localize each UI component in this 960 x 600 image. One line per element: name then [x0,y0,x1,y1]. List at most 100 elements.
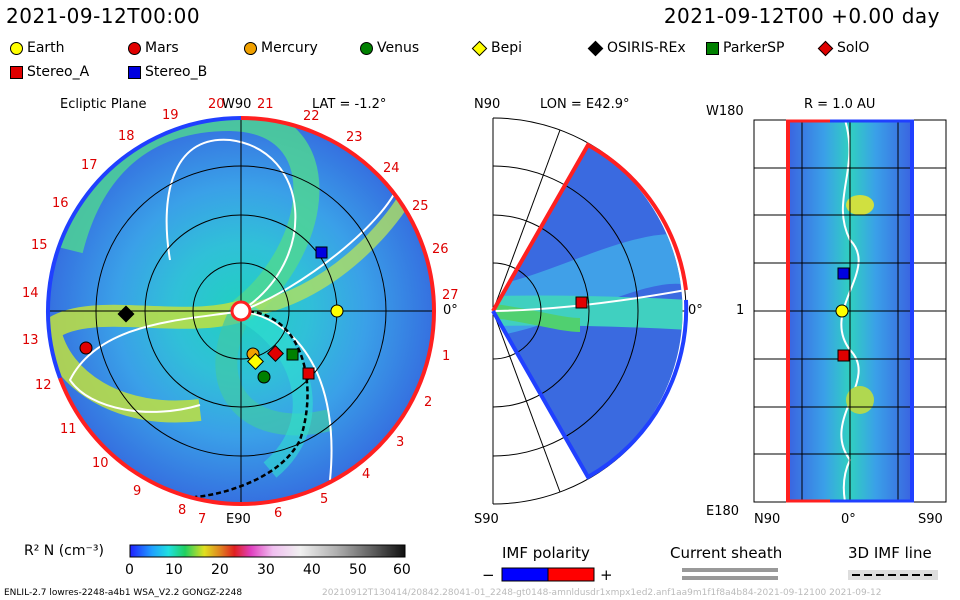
imf-negative-bar [501,567,549,582]
colorbar-tick: 60 [393,562,411,578]
legend-label: Mercury [261,40,318,56]
legend-label: OSIRIS-REx [607,40,686,56]
legend-stereo-b: Stereo_B [128,64,207,80]
venus-marker [257,370,271,384]
stereo-b-radial-marker [837,267,850,280]
colorbar-tick: 0 [125,562,134,578]
imf-3d-title: 3D IMF line [848,544,932,562]
carrington-label: 9 [133,484,142,499]
bepi-marker [247,353,264,370]
carrington-label: 24 [383,161,400,176]
carrington-label: 27 [442,288,459,303]
carrington-label: 2 [424,395,433,410]
carrington-label: 8 [178,503,187,518]
carrington-label: 26 [432,242,449,257]
carrington-label: 13 [22,333,39,348]
parker-marker [286,348,299,361]
colorbar-label: R² N (cm⁻³) [24,543,104,559]
carrington-label: 12 [35,378,52,393]
colorbar-tick: 50 [349,562,367,578]
current-sheath-title: Current sheath [670,544,783,562]
carrington-label: 20 [208,97,225,112]
carrington-label: 19 [162,108,179,123]
mercury-marker-icon [244,41,257,55]
meridional-panel [491,117,689,505]
imf-minus-label: − [482,566,495,584]
footer-model-info: ENLIL-2.7 lowres-2248-a4b1 WSA_V2.2 GONG… [4,588,243,598]
legend-osiris: OSIRIS-REx [587,40,686,56]
carrington-label: 25 [412,199,429,214]
stereo-a-marker [302,367,315,380]
stereo-a-radial-marker [837,349,850,362]
carrington-label: 16 [52,196,69,211]
mars-marker-icon [128,41,141,55]
current-sheath-line-1 [682,568,778,572]
radial-x-left: N90 [754,512,781,527]
legend-label: Stereo_A [27,64,90,80]
earth-marker [330,304,344,318]
radial-x-mid: 0° [841,512,856,527]
carrington-label: 5 [320,492,329,507]
colorbar-tick: 30 [257,562,275,578]
radial-panel [753,119,947,503]
colorbar-tick: 20 [211,562,229,578]
osiris-marker [117,305,135,323]
radial-bottom-label: E180 [706,504,740,519]
ecliptic-right-label: 0° [443,303,458,318]
radial-x-right: S90 [918,512,943,527]
parker-marker-icon [706,41,719,55]
legend-label: SolO [837,40,870,56]
current-sheath-line-2 [682,576,778,580]
carrington-label: 17 [81,158,98,173]
date-title-right: 2021-09-12T00 +0.00 day [663,4,940,28]
legend-mars: Mars [128,40,179,56]
stereo-b-marker [315,246,328,259]
mars-marker [79,341,93,355]
imf-positive-bar [547,567,595,582]
colorbar-tick: 40 [303,562,321,578]
radial-top-label: W180 [706,104,744,119]
legend-label: Bepi [491,40,522,56]
footer-run-id: 20210912T130414/20842.28041-01_2248-gt01… [322,588,882,598]
legend-label: ParkerSP [723,40,785,56]
imf-plus-label: + [600,566,613,584]
carrington-label: 4 [362,467,371,482]
carrington-label: 21 [257,97,274,112]
ecliptic-title: Ecliptic Plane [60,97,147,112]
ecliptic-top-label: W90 [222,97,252,112]
legend-stereo-a: Stereo_A [10,64,89,80]
venus-marker-icon [360,41,373,55]
stereo-a-marker-icon [10,65,23,79]
ecliptic-plane-panel [45,116,437,507]
density-colorbar [129,544,406,558]
legend-label: Venus [377,40,420,56]
earth-radial-marker [835,304,849,318]
meridional-top-label: N90 [474,97,501,112]
legend-label: Stereo_B [145,64,208,80]
earth-marker-icon [10,41,23,55]
imf-polarity-title: IMF polarity [502,544,590,562]
ecliptic-bottom-label: E90 [226,512,251,527]
carrington-label: 6 [274,506,283,521]
stereo-b-marker-icon [128,65,141,79]
carrington-label: 11 [60,422,77,437]
meridional-right-label: 0° [688,303,703,318]
carrington-label: 1 [442,349,451,364]
legend-bepi: Bepi [471,40,522,56]
legend-label: Earth [27,40,65,56]
carrington-label: 3 [396,435,405,450]
legend-label: Mars [145,40,179,56]
legend-mercury: Mercury [244,40,318,56]
meridional-lon-label: LON = E42.9° [540,97,630,112]
date-title-left: 2021-09-12T00:00 [6,4,201,28]
meridional-bottom-label: S90 [474,512,499,527]
carrington-label: 14 [22,286,39,301]
radial-r-label: R = 1.0 AU [804,97,876,112]
legend-solo: SolO [817,40,870,56]
colorbar-tick: 10 [165,562,183,578]
solo-marker [267,345,284,362]
carrington-label: 22 [303,109,320,124]
stereo-a-meridional-marker [575,296,588,309]
legend-earth: Earth [10,40,65,56]
